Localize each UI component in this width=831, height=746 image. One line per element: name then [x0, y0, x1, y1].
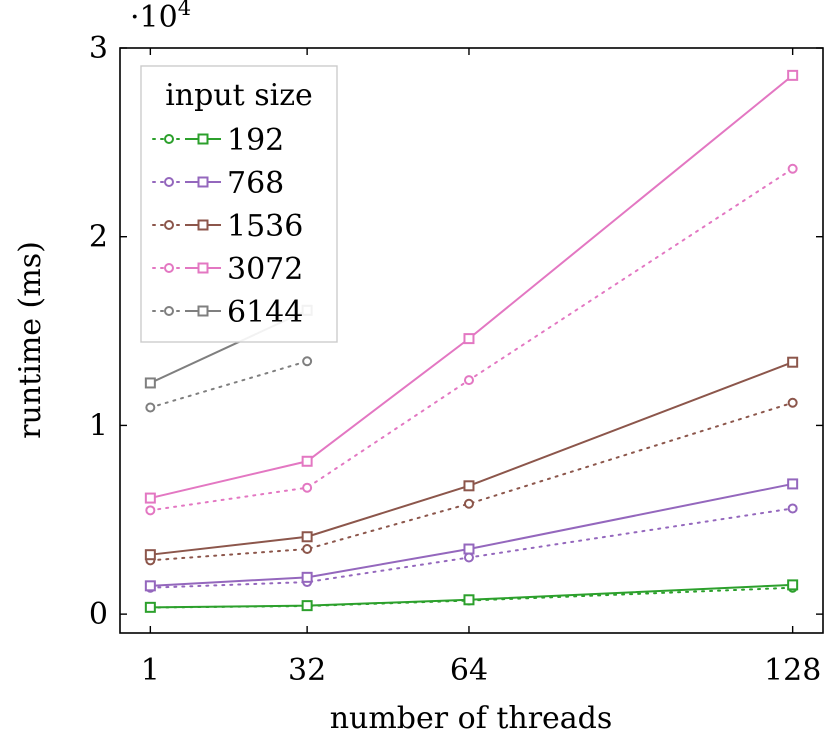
- legend-square-marker: [197, 176, 209, 188]
- legend-entry-label: 6144: [227, 295, 303, 330]
- legend-box: [140, 65, 338, 343]
- series-192-square-point: [787, 579, 799, 591]
- series-768-square-point: [301, 571, 313, 583]
- legend-title: input size: [165, 78, 313, 113]
- y-multiplier-label: ·104: [130, 0, 191, 35]
- series-768-solid-line: [150, 482, 793, 587]
- legend-entry-label: 192: [227, 123, 284, 158]
- legend-circle-marker: [164, 263, 174, 273]
- series-3072-circle-point: [302, 482, 313, 493]
- y-multiplier-exponent: 4: [178, 0, 191, 20]
- y-tick-label: 3: [89, 31, 108, 66]
- series-3072-circle-point: [463, 375, 474, 386]
- series-1536-square-point: [301, 531, 313, 543]
- series-192-dotted-line: [149, 586, 794, 609]
- series-6144-dotted-line: [149, 360, 309, 409]
- series-768-square-point: [787, 478, 799, 490]
- legend-circle-marker: [164, 177, 174, 187]
- series-3072-square-point: [144, 492, 156, 504]
- series-3072-square-point: [301, 455, 313, 467]
- series-768-square-point: [144, 580, 156, 592]
- legend-circle-marker: [164, 306, 174, 316]
- series-3072-solid-line: [150, 74, 794, 500]
- series-1536-square-point: [787, 356, 799, 368]
- series-1536-square-point: [463, 480, 475, 492]
- y-axis-label: runtime (ms): [13, 241, 48, 439]
- legend-entry-label: 3072: [227, 252, 303, 287]
- series-768-circle-point: [463, 552, 474, 563]
- series-3072-circle-point: [787, 163, 798, 174]
- series-1536-circle-point: [302, 544, 313, 555]
- series-1536-square-point: [144, 549, 156, 561]
- series-3072-circle-point: [145, 505, 156, 516]
- series-1536-dotted-line: [149, 401, 794, 562]
- legend-square-marker: [197, 262, 209, 274]
- series-1536-circle-point: [463, 498, 474, 509]
- legend-entry-label: 768: [227, 166, 284, 201]
- x-tick-label: 32: [288, 653, 326, 688]
- x-tick-label: 64: [450, 653, 488, 688]
- plot-frame: [119, 47, 824, 634]
- y-tick-label: 2: [89, 220, 108, 255]
- legend-square-marker: [197, 219, 209, 231]
- y-tick-label: 1: [89, 408, 108, 443]
- series-192-square-point: [463, 594, 475, 606]
- series-6144-circle-point: [145, 402, 156, 413]
- legend-circle-marker: [164, 220, 174, 230]
- legend-circle-marker: [164, 134, 174, 144]
- x-tick-label: 1: [141, 653, 160, 688]
- legend-square-marker: [197, 133, 209, 145]
- series-768-square-point: [463, 543, 475, 555]
- series-192-square-point: [301, 600, 313, 612]
- series-768-circle-point: [787, 503, 798, 514]
- series-6144-square-point: [144, 377, 156, 389]
- legend-square-marker: [197, 305, 209, 317]
- series-192-solid-line: [150, 583, 793, 609]
- series-1536-circle-point: [787, 397, 798, 408]
- series-192-square-point: [144, 601, 156, 613]
- series-1536-solid-line: [150, 361, 794, 556]
- series-6144-circle-point: [302, 356, 313, 367]
- x-axis-label: number of threads: [330, 701, 613, 736]
- series-3072-square-point: [463, 333, 475, 345]
- series-3072-dotted-line: [149, 167, 794, 512]
- legend-entry-label: 1536: [227, 209, 303, 244]
- x-tick-label: 128: [764, 653, 821, 688]
- y-tick-label: 0: [89, 597, 108, 632]
- series-3072-square-point: [787, 69, 799, 81]
